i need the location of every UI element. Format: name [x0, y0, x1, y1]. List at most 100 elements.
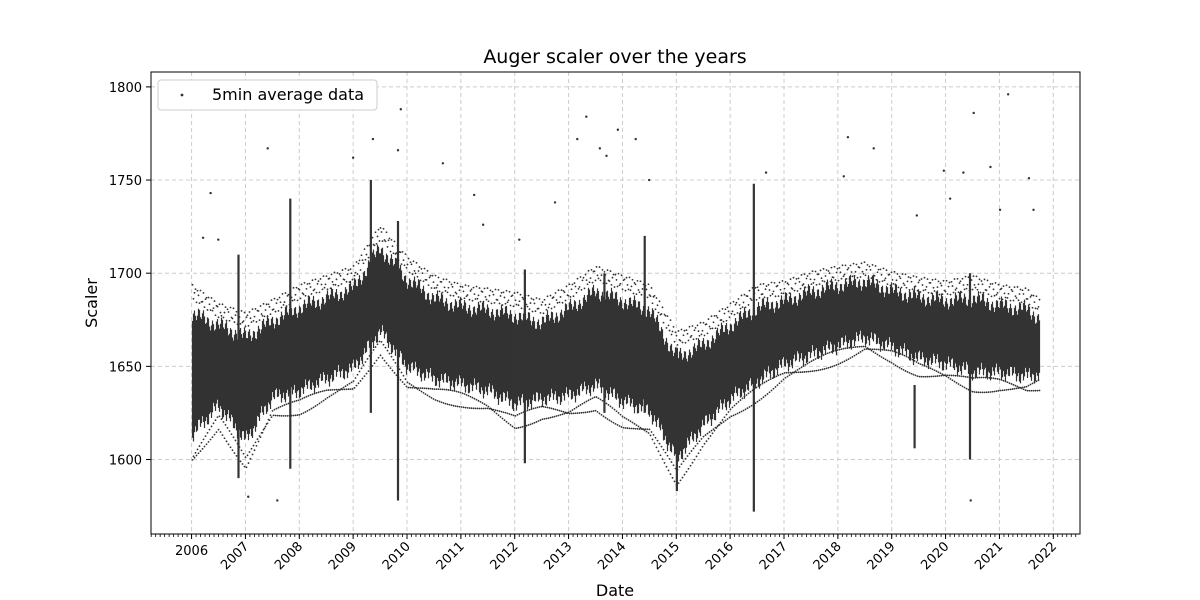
data-point: [655, 297, 658, 299]
data-point: [259, 436, 262, 439]
data-point: [628, 427, 631, 430]
data-point: [1012, 299, 1015, 302]
data-point: [241, 321, 244, 324]
data-point: [868, 265, 871, 268]
data-point: [643, 429, 646, 432]
data-point: [847, 267, 850, 269]
data-point: [486, 287, 489, 289]
data-point: [890, 271, 893, 274]
data-point: [902, 282, 905, 285]
data-point: [864, 345, 867, 348]
data-point: [757, 289, 760, 292]
data-point: [1013, 387, 1016, 390]
data-point: [235, 454, 238, 457]
data-point: [318, 291, 321, 294]
data-point: [551, 416, 554, 419]
data-point: [365, 253, 368, 256]
data-point: [573, 282, 576, 284]
data-point: [1036, 307, 1039, 310]
data-point: [514, 414, 517, 417]
data-point: [198, 302, 201, 305]
data-point: [948, 374, 951, 377]
data-point: [598, 147, 602, 150]
data-point: [211, 309, 214, 312]
data-point: [344, 385, 347, 388]
data-point: [876, 271, 879, 274]
data-point: [600, 414, 603, 416]
data-point: [946, 293, 949, 295]
data-point: [485, 404, 488, 407]
data-point: [878, 280, 881, 283]
data-point: [451, 389, 454, 392]
data-point: [535, 421, 538, 423]
data-point: [633, 282, 636, 284]
data-point: [666, 454, 669, 457]
data-point: [626, 284, 629, 286]
data-point: [900, 286, 903, 289]
data-point: [460, 298, 463, 301]
data-point: [331, 280, 334, 283]
data-point: [648, 428, 651, 431]
data-point: [994, 377, 997, 380]
data-point: [1029, 296, 1032, 298]
data-point: [568, 283, 571, 286]
data-point: [764, 171, 768, 174]
data-point: [901, 273, 904, 276]
data-point: [583, 287, 586, 290]
data-point: [959, 384, 962, 387]
data-point: [649, 434, 652, 437]
data-point: [565, 285, 568, 288]
data-point: [254, 441, 257, 444]
data-point: [211, 436, 214, 439]
data-point: [693, 329, 696, 332]
data-point: [255, 320, 258, 323]
data-point: [631, 278, 634, 281]
data-point: [739, 399, 742, 401]
data-point: [278, 296, 281, 299]
data-point: [577, 405, 580, 408]
data-point: [314, 405, 317, 407]
data-point: [311, 279, 314, 282]
data-point: [496, 299, 499, 301]
data-point: [392, 358, 395, 361]
data-point: [992, 288, 995, 291]
data-point: [613, 286, 616, 288]
data-point: [997, 389, 1000, 392]
data-point: [948, 197, 952, 200]
data-point: [903, 354, 906, 357]
data-point: [660, 445, 663, 448]
data-point: [440, 280, 443, 283]
data-point: [922, 375, 925, 378]
data-point: [825, 269, 828, 271]
data-point: [710, 315, 713, 318]
data-point: [465, 393, 468, 396]
data-point: [911, 288, 914, 291]
data-point: [418, 389, 421, 392]
data-point: [931, 278, 934, 281]
data-point: [540, 303, 543, 306]
data-point: [804, 363, 807, 366]
data-point: [353, 274, 356, 277]
data-point: [972, 111, 975, 115]
x-tick-label: 2014: [595, 539, 629, 573]
data-point: [561, 413, 564, 416]
data-point: [765, 380, 768, 383]
data-point: [228, 319, 231, 322]
data-point: [1027, 289, 1030, 291]
data-point: [1038, 298, 1041, 301]
data-point: [810, 283, 813, 286]
data-point: [315, 291, 318, 294]
data-point: [376, 343, 379, 346]
data-point: [511, 294, 514, 297]
data-point: [542, 312, 545, 315]
data-point: [703, 442, 706, 445]
data-point: [689, 464, 692, 467]
legend-label: 5min average data: [212, 85, 364, 104]
data-point: [471, 299, 474, 302]
data-point: [275, 302, 278, 305]
data-point: [497, 414, 500, 417]
data-point: [415, 261, 418, 264]
data-point: [737, 298, 740, 300]
data-point: [772, 290, 775, 293]
data-point: [762, 283, 765, 285]
